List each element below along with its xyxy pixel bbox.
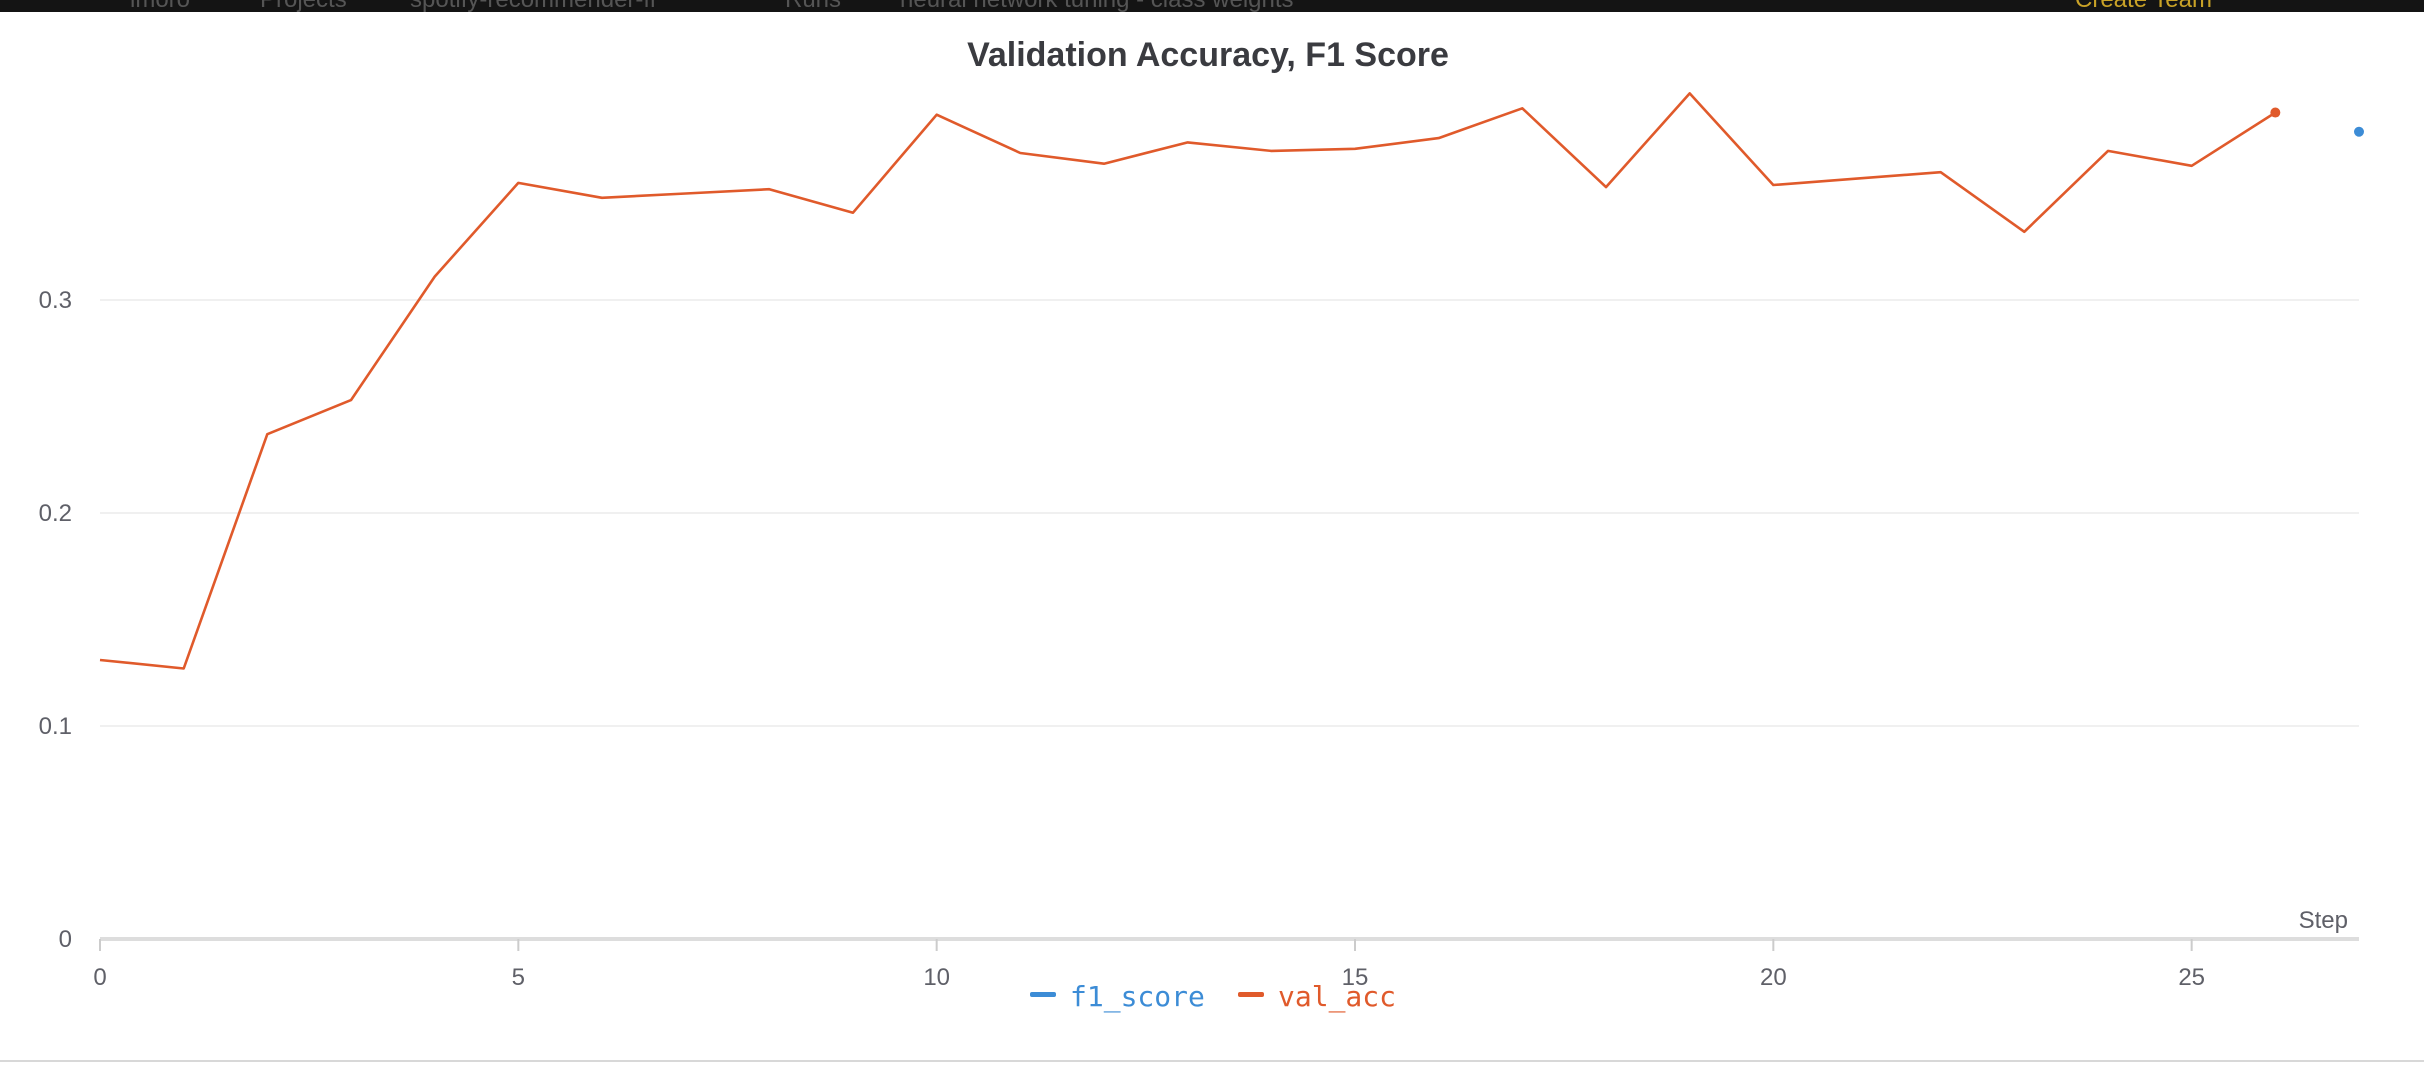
legend-label-f1_score[interactable]: f1_score <box>1070 980 1205 1014</box>
y-tick-label: 0 <box>59 926 72 953</box>
series-layer <box>100 93 2364 668</box>
y-tick-label: 0.1 <box>39 713 72 740</box>
series-end-point-f1_score[interactable] <box>2354 127 2364 137</box>
breadcrumb-run-name[interactable]: neural network tuning - class weights <box>900 0 1294 12</box>
breadcrumb-projects[interactable]: Projects <box>260 0 347 12</box>
y-tick-label: 0.2 <box>39 500 72 527</box>
y-tick-label: 0.3 <box>39 287 72 314</box>
legend-label-val_acc[interactable]: val_acc <box>1278 980 1396 1014</box>
chart-title: Validation Accuracy, F1 Score <box>967 36 1449 74</box>
legend-swatch-f1_score[interactable] <box>1030 992 1056 997</box>
line-chart: Validation Accuracy, F1 Score 0 0.1 0.2 0.3… <box>0 12 2424 1060</box>
breadcrumb-user[interactable]: lmoro <box>130 0 190 12</box>
breadcrumb-runs[interactable]: Runs <box>785 0 841 12</box>
breadcrumb-project[interactable]: spotify-recommender-ff <box>410 0 656 12</box>
series-end-point-val_acc[interactable] <box>2270 108 2280 118</box>
x-tick-label: 10 <box>923 964 950 991</box>
x-axis-title: Step <box>2299 907 2348 934</box>
chart-panel: Validation Accuracy, F1 Score 0 0.1 0.2 0.3… <box>0 12 2424 1060</box>
legend-swatch-val_acc[interactable] <box>1238 992 1264 997</box>
x-tick-label: 0 <box>93 964 106 991</box>
series-line-val_acc[interactable] <box>100 93 2275 668</box>
x-tick-label: 20 <box>1760 964 1787 991</box>
top-navigation-bar: lmoro Projects spotify-recommender-ff Ru… <box>0 0 2424 12</box>
create-team-button[interactable]: Create Team <box>2075 0 2212 12</box>
x-tick-label: 5 <box>512 964 525 991</box>
grid-lines <box>100 300 2359 726</box>
x-tick-label: 25 <box>2178 964 2205 991</box>
legend[interactable]: f1_score val_acc <box>1030 980 1396 1014</box>
